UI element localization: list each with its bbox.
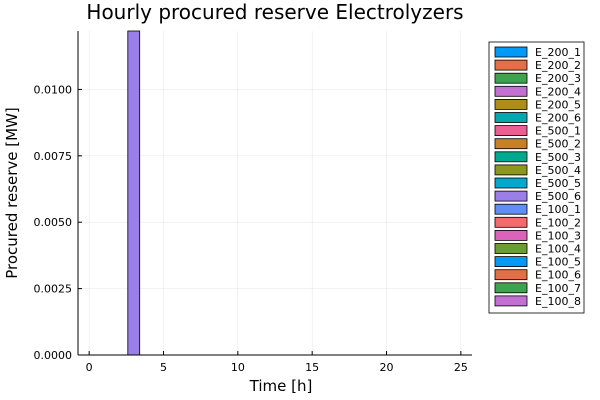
bar-E_500_6-3 — [127, 30, 141, 356]
legend-swatch-E_500_1 — [494, 125, 528, 136]
legend-label-E_100_8: E_100_8 — [535, 295, 581, 308]
legend-swatch-E_200_4 — [494, 85, 528, 97]
legend-label-E_500_3: E_500_3 — [535, 151, 581, 164]
x-tick-label-0: 0 — [86, 361, 93, 374]
legend-swatch-E_500_2 — [494, 138, 528, 150]
y-ticks: 0.0000 0.0025 0.0050 0.0075 0.0100 — [34, 83, 82, 362]
y-tick-label-1: 0.0025 — [34, 283, 73, 296]
legend-swatch-E_500_4 — [494, 164, 528, 176]
legend-label-E_500_6: E_500_6 — [535, 190, 581, 203]
legend-swatch-E_100_6 — [494, 269, 528, 281]
legend-label-E_500_1: E_500_1 — [535, 125, 581, 138]
legend-label-E_100_1: E_100_1 — [535, 203, 581, 216]
legend-label-E_100_3: E_100_3 — [535, 229, 581, 242]
legend-swatch-E_500_6 — [494, 190, 528, 202]
x-tick-label-15: 15 — [305, 361, 319, 374]
legend-swatch-E_200_2 — [494, 59, 528, 71]
legend-label-E_200_3: E_200_3 — [535, 72, 581, 85]
legend-label-E_200_1: E_200_1 — [535, 46, 581, 59]
y-tick-label-3: 0.0075 — [34, 150, 73, 163]
legend-swatch-E_200_5 — [494, 99, 528, 110]
y-tick-label-4: 0.0100 — [34, 83, 73, 96]
legend-swatch-E_100_4 — [494, 243, 528, 254]
x-axis-label: Time [h] — [249, 377, 313, 395]
x-ticks: 0 5 10 15 20 25 — [86, 351, 468, 374]
y-tick-label-2: 0.0050 — [34, 216, 73, 229]
legend-label-E_500_2: E_500_2 — [535, 138, 581, 151]
legend-label-E_100_7: E_100_7 — [535, 282, 581, 295]
legend-swatch-E_200_6 — [494, 112, 528, 123]
legend-swatch-E_100_1 — [494, 203, 528, 215]
legend-swatch-E_100_8 — [494, 295, 528, 307]
y-tick-label-0: 0.0000 — [34, 349, 73, 362]
x-tick-label-5: 5 — [160, 361, 167, 374]
x-tick-label-20: 20 — [380, 361, 394, 374]
legend-label-E_500_4: E_500_4 — [535, 164, 581, 177]
legend: E_200_1E_200_2E_200_3E_200_4E_200_5E_200… — [488, 41, 585, 314]
legend-swatch-E_500_5 — [494, 177, 528, 189]
legend-label-E_200_5: E_200_5 — [535, 98, 581, 111]
legend-label-E_200_2: E_200_2 — [535, 59, 581, 72]
x-tick-label-10: 10 — [231, 361, 245, 374]
chart-title: Hourly procured reserve Electrolyzers — [86, 0, 463, 24]
legend-label-E_200_6: E_200_6 — [535, 112, 581, 125]
y-axis-label: Procured reserve [MW] — [3, 107, 21, 279]
bars — [83, 30, 467, 356]
legend-label-E_100_2: E_100_2 — [535, 216, 581, 229]
legend-label-E_100_6: E_100_6 — [535, 269, 581, 282]
legend-swatch-E_100_7 — [494, 282, 528, 294]
legend-label-E_100_5: E_100_5 — [535, 256, 581, 269]
legend-swatch-E_200_3 — [494, 72, 528, 84]
axes — [77, 31, 472, 356]
legend-swatch-E_500_3 — [494, 151, 528, 163]
legend-swatch-E_100_5 — [494, 256, 528, 268]
legend-label-E_100_4: E_100_4 — [535, 243, 581, 256]
legend-swatch-E_200_1 — [494, 46, 528, 58]
x-tick-label-25: 25 — [454, 361, 468, 374]
legend-swatch-E_100_3 — [494, 229, 528, 241]
legend-label-E_500_5: E_500_5 — [535, 177, 581, 190]
legend-swatch-E_100_2 — [494, 216, 528, 228]
legend-label-E_200_4: E_200_4 — [535, 85, 581, 98]
